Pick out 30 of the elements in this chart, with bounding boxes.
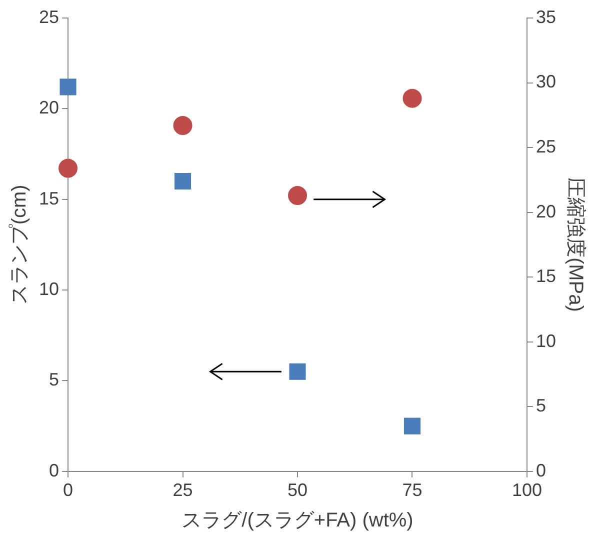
x-tick-label: 50 [287, 480, 308, 500]
point [289, 363, 306, 380]
y2-tick-label: 25 [536, 136, 556, 157]
y-tick-label: 5 [49, 370, 60, 390]
x-axis-title: スラグ/(スラグ+FA) (wt%) [182, 510, 414, 532]
y2-tick-label: 35 [536, 6, 556, 27]
y-tick-label: 10 [38, 279, 60, 300]
x-tick-label: 25 [172, 480, 193, 500]
y-axis-title: スランプ(cm) [8, 184, 31, 305]
y2-tick-label: 20 [536, 201, 556, 222]
point [174, 172, 192, 190]
point [404, 418, 421, 434]
point [60, 78, 76, 96]
point [402, 88, 422, 108]
y2-tick-label: 0 [536, 460, 546, 480]
x-tick-label: 75 [402, 480, 422, 500]
x-tick-label: 100 [512, 480, 542, 500]
point [58, 158, 78, 178]
y2-tick-label: 10 [536, 330, 556, 351]
x-tick-label: 0 [63, 480, 74, 500]
y-tick-label: 20 [38, 98, 60, 118]
y-tick-label: 25 [38, 6, 60, 27]
point [288, 186, 307, 205]
y2-tick-label: 5 [536, 396, 546, 416]
y-tick-label: 0 [49, 460, 60, 480]
y2-axis-title: 圧縮強度(MPa) [564, 177, 586, 312]
y-tick-label: 15 [38, 188, 60, 208]
y2-tick-label: 15 [536, 266, 556, 286]
y2-tick-label: 30 [536, 72, 556, 92]
point [173, 116, 192, 136]
